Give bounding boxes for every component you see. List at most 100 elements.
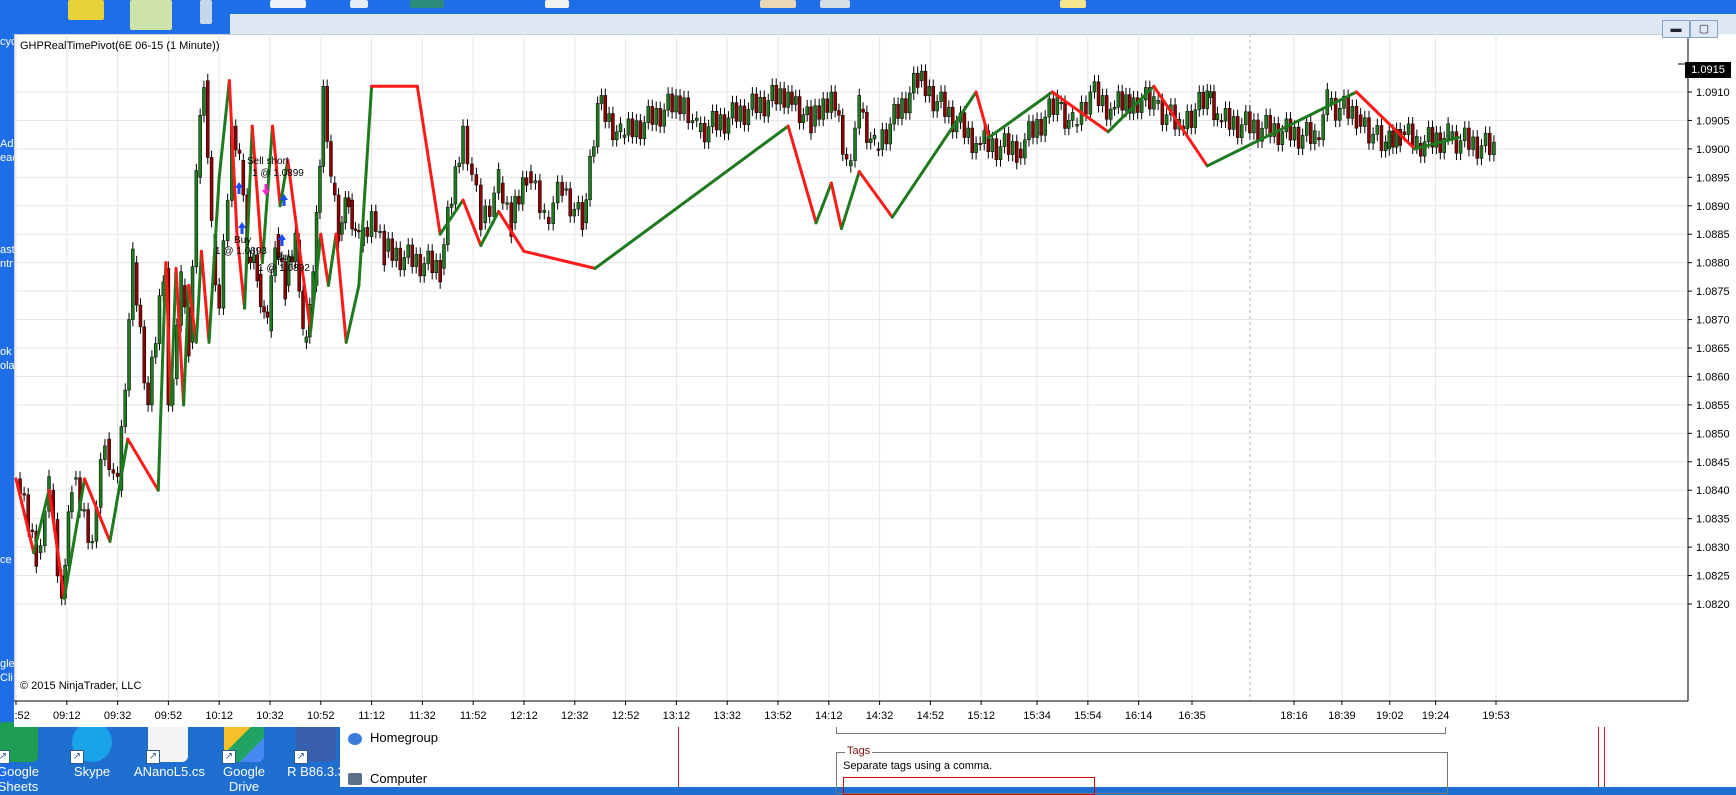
candle-body [1014, 141, 1019, 163]
candle-body [547, 216, 551, 224]
candle-body [742, 105, 747, 125]
candle-body [1156, 100, 1160, 104]
candle-body [966, 127, 971, 138]
candle-body [560, 181, 564, 196]
candle-body [947, 106, 951, 117]
chart-window[interactable]: Sell short 1 @ 1.0899 Buy 1 @ 1.0893 Buy 1 @ … [14, 20, 1736, 727]
x-tick-label: 14:12 [815, 710, 843, 722]
taskbar-icon[interactable] [68, 0, 104, 20]
minimize-button[interactable]: ▬ [1662, 20, 1690, 38]
candle-body [1309, 122, 1313, 144]
tags-group: Tags Separate tags using a comma. [836, 745, 1448, 795]
candle-body [103, 445, 107, 460]
candle-body [580, 202, 585, 230]
taskbar-icon[interactable] [410, 0, 444, 8]
candle-body [179, 271, 183, 326]
candle-body [607, 113, 611, 122]
desktop-icon-label: Google Drive [223, 764, 265, 794]
candle-body [1139, 99, 1144, 113]
candle-body [998, 146, 1003, 160]
taskbar-icon[interactable] [1060, 0, 1086, 8]
candle-body [1248, 111, 1252, 134]
candle-body [555, 181, 560, 204]
pivot-line-up [309, 232, 323, 333]
candle-body [1002, 133, 1007, 147]
candle-body [778, 88, 782, 105]
candle-body [646, 106, 651, 123]
tags-hint: Separate tags using a comma. [843, 760, 993, 772]
taskbar-icon[interactable] [350, 0, 368, 8]
candle-body [465, 125, 470, 165]
candle-body [821, 98, 825, 120]
candle-body [1067, 120, 1071, 129]
candle-body [505, 202, 509, 205]
candle-body [470, 163, 474, 175]
candle-body [904, 98, 908, 114]
candle-body [1231, 116, 1236, 130]
taskbar-icon[interactable] [200, 0, 212, 24]
candle-body [611, 113, 615, 141]
desktop-label-fragment: ntr [0, 258, 13, 270]
candle-body [1446, 123, 1450, 139]
candle-body [1471, 136, 1475, 150]
taskbar-icon[interactable] [760, 0, 796, 8]
candle-body [782, 88, 786, 108]
taskbar-icon[interactable] [820, 0, 850, 8]
candle-body [746, 109, 751, 125]
candle-body [390, 238, 395, 261]
candle-body [642, 122, 647, 139]
nav-item-computer[interactable]: Computer [370, 771, 428, 786]
maximize-button[interactable]: ▢ [1690, 20, 1718, 38]
desktop-icon-r[interactable]: ↗ R B86.3.3 [282, 722, 350, 779]
desktop-icon-ananol5[interactable]: ↗ ANanoL5.cs [134, 722, 205, 779]
background-window-strip [230, 14, 1736, 34]
candle-body [1367, 117, 1371, 144]
candle-body [414, 253, 418, 267]
r-app-icon: ↗ [294, 722, 336, 764]
desktop-icon-google-drive[interactable]: ↗ Google Drive [210, 722, 278, 794]
candle-body [479, 184, 483, 230]
candle-body [1197, 91, 1202, 111]
pivot-line-up [182, 283, 191, 407]
tags-input[interactable] [843, 777, 1095, 795]
desktop-label-fragment: cyc [0, 36, 14, 48]
candle-body [492, 192, 496, 217]
candle-body [935, 101, 939, 112]
candle-body [801, 114, 806, 123]
candle-body [674, 95, 678, 113]
candle-body [283, 261, 287, 300]
desktop-icon-google-sheets[interactable]: ↗ Google Sheets [0, 722, 52, 794]
skype-icon: ↗ [70, 722, 112, 764]
pivot-line-down [829, 181, 843, 231]
pivot-line-up [243, 124, 254, 310]
candle-body [422, 263, 426, 277]
taskbar-icon[interactable] [545, 0, 569, 8]
x-tick-label: 15:12 [967, 710, 995, 722]
candle-body [1383, 141, 1388, 152]
candle-body [1116, 91, 1121, 108]
candle-body [123, 389, 127, 427]
candle-body [198, 115, 202, 178]
pivot-line-down [786, 124, 818, 225]
candle-body [974, 142, 978, 153]
candle-body [1185, 110, 1190, 130]
desktop-label-fragment: ce [0, 554, 12, 566]
candle-body [722, 114, 727, 134]
taskbar-icon[interactable] [270, 0, 306, 8]
desktop-label-fragment: gle [0, 658, 14, 670]
y-tick-label: 1.0870 [1696, 315, 1730, 327]
desktop-icon-skype[interactable]: ↗ Skype [58, 722, 126, 779]
pivot-line-up [169, 266, 178, 407]
homegroup-icon [348, 733, 362, 745]
candle-body [1252, 119, 1256, 134]
taskbar-icon[interactable] [130, 0, 172, 30]
candle-body [513, 196, 517, 224]
nav-item-homegroup[interactable]: Homegroup [370, 730, 438, 745]
pivot-line-up [156, 261, 168, 492]
x-tick-label: 09:32 [104, 710, 132, 722]
candle-body [1160, 100, 1165, 125]
y-tick-label: 1.0830 [1696, 542, 1730, 554]
candle-body [797, 96, 802, 123]
candle-body [1354, 106, 1359, 129]
